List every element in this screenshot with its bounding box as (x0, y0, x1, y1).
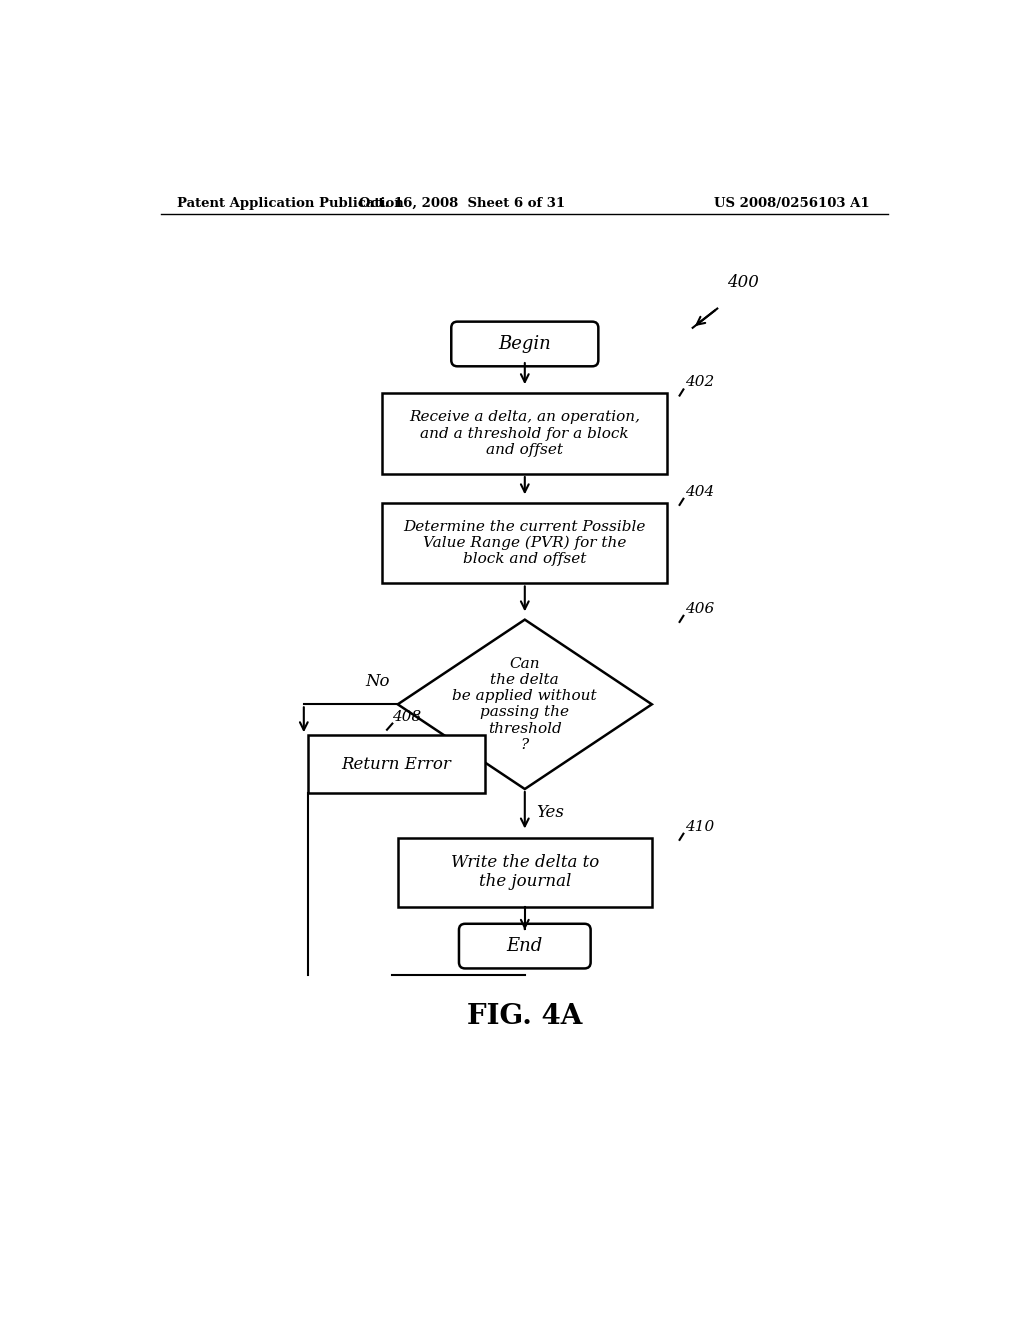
Text: Receive a delta, an operation,
and a threshold for a block
and offset: Receive a delta, an operation, and a thr… (410, 411, 640, 457)
Text: FIG. 4A: FIG. 4A (467, 1003, 583, 1030)
Text: 402: 402 (685, 375, 714, 389)
Text: Write the delta to
the journal: Write the delta to the journal (451, 854, 599, 891)
Text: Oct. 16, 2008  Sheet 6 of 31: Oct. 16, 2008 Sheet 6 of 31 (358, 197, 564, 210)
Text: Determine the current Possible
Value Range (PVR) for the
block and offset: Determine the current Possible Value Ran… (403, 520, 646, 566)
Text: Patent Application Publication: Patent Application Publication (177, 197, 403, 210)
Text: Return Error: Return Error (341, 755, 452, 772)
Bar (382, 503, 668, 583)
Bar (307, 735, 484, 793)
FancyBboxPatch shape (452, 322, 598, 367)
Text: Can
the delta
be applied without
passing the
threshold
?: Can the delta be applied without passing… (453, 657, 597, 752)
Bar (397, 838, 652, 907)
Text: 404: 404 (685, 484, 714, 499)
Text: US 2008/0256103 A1: US 2008/0256103 A1 (714, 197, 869, 210)
Polygon shape (397, 619, 652, 789)
Bar (382, 393, 668, 474)
Text: 406: 406 (685, 602, 714, 615)
Text: 410: 410 (685, 820, 714, 834)
Text: Begin: Begin (499, 335, 551, 352)
Text: No: No (366, 673, 390, 690)
Text: End: End (507, 937, 543, 956)
Text: 400: 400 (727, 273, 759, 290)
FancyBboxPatch shape (459, 924, 591, 969)
Text: 408: 408 (392, 710, 422, 723)
Text: Yes: Yes (537, 804, 564, 821)
